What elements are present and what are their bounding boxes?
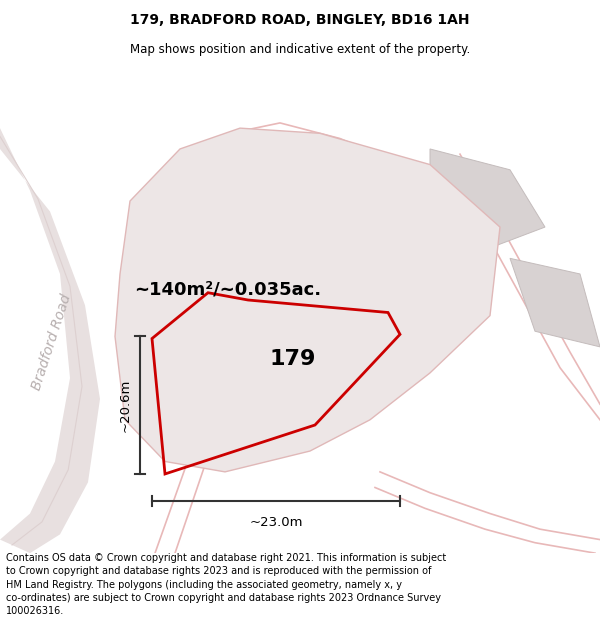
Polygon shape [235, 222, 335, 284]
Polygon shape [430, 149, 545, 248]
Text: ~23.0m: ~23.0m [249, 516, 303, 529]
Text: 179, BRADFORD ROAD, BINGLEY, BD16 1AH: 179, BRADFORD ROAD, BINGLEY, BD16 1AH [130, 12, 470, 27]
Text: Map shows position and indicative extent of the property.: Map shows position and indicative extent… [130, 42, 470, 56]
Text: Bradford Road: Bradford Road [30, 292, 74, 391]
Text: Contains OS data © Crown copyright and database right 2021. This information is : Contains OS data © Crown copyright and d… [6, 553, 446, 616]
Text: 179: 179 [270, 349, 316, 369]
Polygon shape [290, 149, 390, 211]
Text: ~140m²/~0.035ac.: ~140m²/~0.035ac. [134, 281, 322, 299]
Polygon shape [510, 258, 600, 347]
Polygon shape [185, 295, 280, 358]
Polygon shape [115, 128, 500, 472]
Polygon shape [260, 186, 365, 248]
Polygon shape [0, 128, 100, 553]
Polygon shape [210, 258, 305, 321]
Text: ~20.6m: ~20.6m [119, 379, 132, 432]
